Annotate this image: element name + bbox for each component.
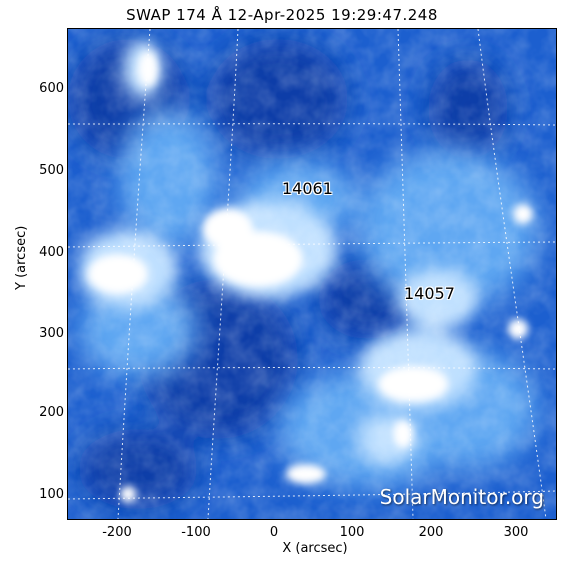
- active-region-label: 14061: [282, 179, 333, 198]
- active-region-label: 14057: [404, 284, 455, 303]
- coordinate-grid: [68, 29, 556, 519]
- y-tick-label: 200: [39, 405, 64, 420]
- y-tick-label: 400: [39, 245, 64, 260]
- solar-euv-image: [68, 29, 556, 519]
- x-tick-label: -100: [181, 525, 211, 540]
- y-tick-label: 600: [39, 81, 64, 96]
- y-tick-label: 100: [39, 487, 64, 502]
- watermark-logo: SolarMonitor.org: [379, 485, 544, 509]
- x-tick-label: 300: [503, 525, 529, 540]
- plot-frame: [67, 28, 557, 520]
- y-tick-label: 500: [39, 163, 64, 178]
- euv-image-plot: 14061 14057 SolarMonitor.org: [68, 29, 556, 519]
- image-title: SWAP 174 Å 12-Apr-2025 19:29:47.248: [126, 6, 438, 24]
- x-axis-label: X (arcsec): [282, 541, 348, 556]
- x-tick-label: -200: [102, 525, 132, 540]
- x-tick-label: 200: [418, 525, 444, 540]
- y-tick-label: 300: [39, 326, 64, 341]
- x-tick-label: 100: [339, 525, 365, 540]
- x-tick-label: 0: [269, 525, 279, 540]
